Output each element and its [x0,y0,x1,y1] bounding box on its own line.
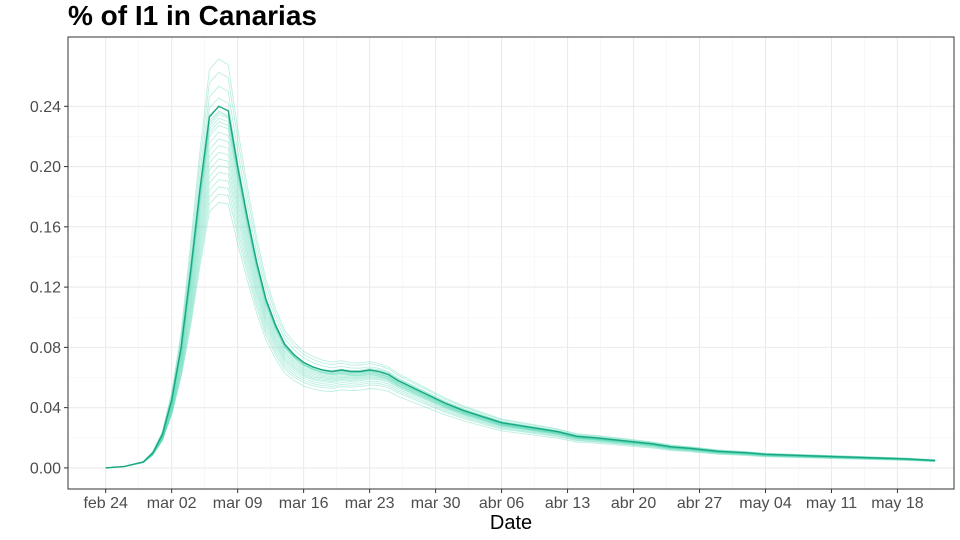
x-tick-label: mar 23 [345,495,395,512]
grid-major [68,37,954,489]
y-tick-label: 0.12 [30,280,61,297]
ensemble-series-line [105,151,936,469]
ensemble-series-line [105,171,936,469]
ensemble-series-line [105,201,936,469]
ensemble-series-line [105,193,936,469]
x-tick-label: abr 20 [611,495,656,512]
ensemble-series-line [105,71,936,469]
x-tick-label: mar 09 [213,495,263,512]
x-tick-label: mar 16 [279,495,329,512]
y-tick-label: 0.20 [30,159,61,176]
y-tick-label: 0.04 [30,400,61,417]
plot-panel [68,37,954,489]
ensemble-series-line [105,179,936,469]
x-tick-label: may 04 [739,495,792,512]
x-axis-label: Date [490,512,532,534]
plot-border [67,36,955,490]
y-tick-label: 0.16 [30,219,61,236]
x-tick-label: may 18 [871,495,924,512]
x-tick-label: abr 06 [479,495,524,512]
ensemble-series-line [105,145,936,469]
x-axis: feb 24 mar 02 mar 09 mar 16 mar 23 mar 30 abr … [83,489,924,512]
ensemble-series-line [105,165,936,469]
x-tick-label: abr 13 [545,495,590,512]
ensemble-series-line [105,186,936,469]
x-tick-label: may 11 [806,495,857,512]
grid-minor [68,37,954,489]
y-tick-label: 0.00 [30,460,61,477]
ensemble-series-line [105,58,936,469]
y-tick-label: 0.08 [30,340,61,357]
ensemble-lines [105,58,936,469]
x-tick-label: mar 02 [147,495,197,512]
ensemble-series-line [105,158,936,469]
main-series-line [105,105,936,469]
chart-title: % of I1 in Canarias [68,0,317,31]
x-tick-label: mar 30 [411,495,461,512]
y-axis: 0.00 0.04 0.08 0.12 0.16 0.20 0.24 [30,99,68,477]
y-tick-label: 0.24 [30,99,61,116]
x-tick-label: abr 27 [677,495,722,512]
x-tick-label: feb 24 [83,495,128,512]
